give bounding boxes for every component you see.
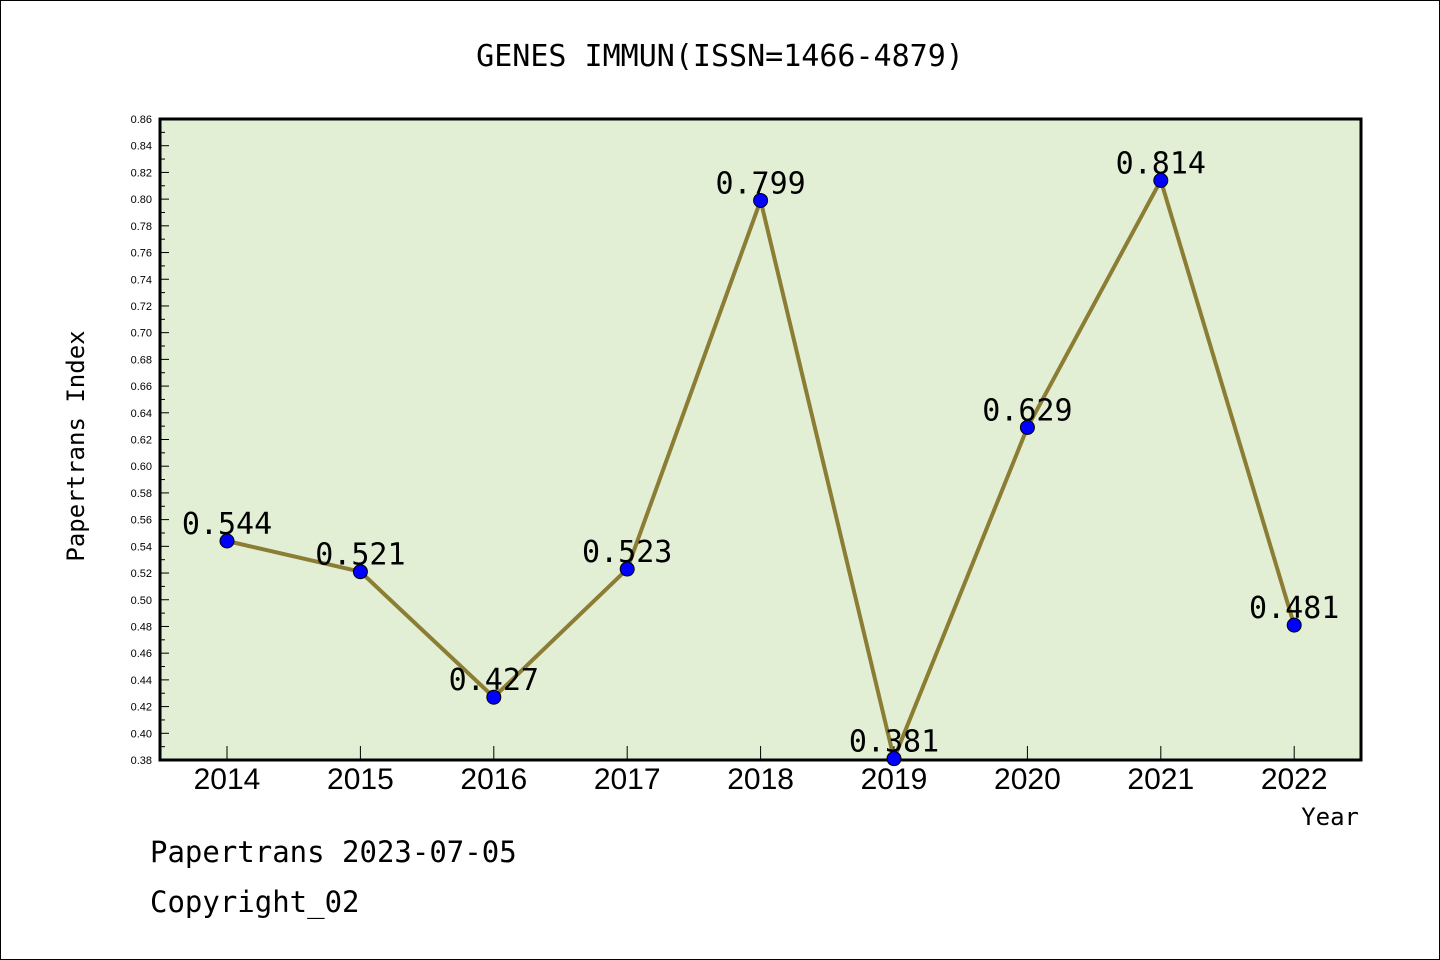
y-tick-label: 0.58 <box>131 488 152 500</box>
y-tick-label: 0.78 <box>131 221 152 233</box>
x-tick-label: 2020 <box>994 763 1061 796</box>
x-tick-label: 2019 <box>861 763 928 796</box>
y-tick-label: 0.38 <box>131 755 152 767</box>
data-point <box>619 561 635 577</box>
y-tick-label: 0.86 <box>131 114 152 126</box>
y-axis: 0.38 0.40 0.42 0.44 0.46 0.48 0.50 0.52 0.54 0.56… <box>131 114 169 767</box>
footer-date: Papertrans 2023-07-05 <box>150 835 517 869</box>
data-markers <box>219 172 1302 767</box>
data-label: 0.544 <box>182 507 272 542</box>
y-tick-label: 0.76 <box>131 248 152 260</box>
y-tick-label: 0.84 <box>131 141 152 153</box>
data-labels: 0.544 0.521 0.427 0.523 0.799 0.381 0.629 0.814… <box>182 146 1340 759</box>
y-tick-label: 0.64 <box>131 408 152 420</box>
y-tick-label: 0.42 <box>131 702 152 714</box>
y-tick-label: 0.82 <box>131 167 152 179</box>
data-point <box>886 751 902 767</box>
x-axis-title: Year <box>1301 803 1359 831</box>
y-axis-title: Papertrans Index <box>62 330 90 561</box>
footer-copyright: Copyright_02 <box>150 885 360 919</box>
data-point <box>1286 617 1302 633</box>
data-label: 0.799 <box>715 166 805 201</box>
x-tick-label: 2022 <box>1261 763 1328 796</box>
y-tick-label: 0.62 <box>131 435 152 447</box>
x-tick-label: 2016 <box>460 763 527 796</box>
data-point <box>219 533 235 549</box>
x-tick-label: 2017 <box>594 763 661 796</box>
y-tick-label: 0.68 <box>131 354 152 366</box>
y-tick-label: 0.40 <box>131 728 152 740</box>
y-tick-label: 0.54 <box>131 541 152 553</box>
data-point <box>1153 172 1169 188</box>
x-axis: 2014 2015 2016 2017 2018 2019 2020 2021 2022 <box>194 746 1328 796</box>
plot-area <box>158 117 1363 762</box>
chart-title: GENES IMMUN(ISSN=1466-4879) <box>476 39 964 74</box>
y-tick-label: 0.46 <box>131 648 152 660</box>
y-tick-label: 0.52 <box>131 568 152 580</box>
data-label: 0.629 <box>982 393 1072 428</box>
data-point <box>1019 419 1035 435</box>
x-tick-label: 2018 <box>727 763 794 796</box>
data-label: 0.521 <box>315 538 405 573</box>
data-label: 0.814 <box>1116 146 1206 181</box>
data-label: 0.427 <box>449 663 539 698</box>
y-tick-label: 0.80 <box>131 194 152 206</box>
x-tick-label: 2014 <box>194 763 261 796</box>
y-tick-label: 0.72 <box>131 301 152 313</box>
data-point <box>352 564 368 580</box>
x-tick-label: 2015 <box>327 763 394 796</box>
y-tick-label: 0.74 <box>131 274 152 286</box>
x-tick-label: 2021 <box>1127 763 1194 796</box>
y-tick-label: 0.50 <box>131 595 152 607</box>
data-label: 0.381 <box>849 725 939 760</box>
y-tick-label: 0.48 <box>131 621 152 633</box>
y-tick-label: 0.66 <box>131 381 152 393</box>
data-point <box>753 192 769 208</box>
y-tick-label: 0.60 <box>131 461 152 473</box>
y-tick-label: 0.44 <box>131 675 152 687</box>
y-tick-label: 0.70 <box>131 328 152 340</box>
data-label: 0.523 <box>582 535 672 570</box>
data-label: 0.481 <box>1249 591 1339 626</box>
y-tick-label: 0.56 <box>131 515 152 527</box>
data-point <box>486 689 502 705</box>
